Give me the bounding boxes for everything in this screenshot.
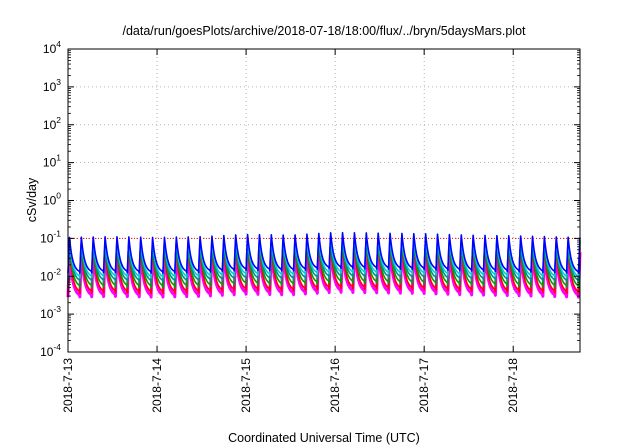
y-tick-label: 10-2 (40, 266, 61, 283)
y-axis-label: cSv/day (25, 177, 39, 222)
plot-frame (67, 48, 581, 353)
y-tick-label: 10-3 (40, 304, 61, 321)
y-tick-label: 103 (43, 77, 61, 94)
x-axis-label: Coordinated Universal Time (UTC) (228, 431, 420, 445)
y-tick-label: 10-1 (40, 228, 61, 245)
chart-title: /data/run/goesPlots/archive/2018-07-18/1… (122, 24, 526, 38)
x-tick-label: 2018-7-16 (328, 358, 342, 413)
y-tick-label: 101 (43, 153, 61, 170)
x-tick-label: 2018-7-14 (150, 358, 164, 413)
y-tick-label: 100 (43, 191, 61, 208)
y-tick-label: 10-4 (40, 342, 61, 359)
series-line (67, 231, 581, 275)
x-tick-label: 2018-7-18 (506, 358, 520, 413)
x-tick-label: 2018-7-15 (239, 358, 253, 413)
y-tick-label: 104 (43, 39, 61, 56)
x-tick-label: 2018-7-17 (417, 358, 431, 413)
y-tick-label: 102 (43, 115, 61, 132)
x-tick-label: 2018-7-13 (61, 358, 75, 413)
data-series-layer (66, 231, 582, 299)
